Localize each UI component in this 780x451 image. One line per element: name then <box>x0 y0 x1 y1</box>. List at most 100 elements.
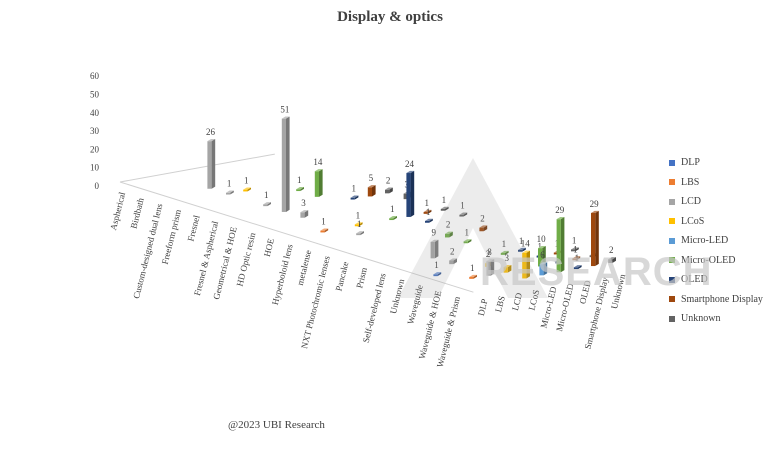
bar-unknown-waveguide-side <box>575 247 579 252</box>
data-label-oled-waveguide: 1 <box>537 242 542 252</box>
data-label-micro-oled-pancake: 2 <box>446 220 451 230</box>
bar-micro-oled-waveguide-hoe-top <box>538 245 546 249</box>
category-label-fresnel: Fresnel <box>186 214 202 243</box>
bar-micro-oled-fresnel-top <box>296 187 304 190</box>
bar-lcd-fresnel-aspherical-top <box>263 202 271 205</box>
data-label-unknown-hyperboloid-lens: 1 <box>442 195 447 205</box>
legend-item-unknown: Unknown <box>669 313 720 324</box>
category-label-birdbath: Birdbath <box>129 196 146 229</box>
bar-micro-oled-prism <box>463 241 468 244</box>
bar-micro-oled-waveguide-prism-side <box>560 217 565 273</box>
bar-oled-hyperboloid-lens-side <box>410 170 415 217</box>
data-label-lcos-freeform-prism: 1 <box>244 175 249 185</box>
legend-item-micro-oled: Micro-OLED <box>669 255 735 266</box>
bar-lcos-freeform-prism-side <box>247 187 251 192</box>
data-label-unknown-waveguide-prism: 2 <box>609 245 614 255</box>
watermark-text: RESEARCH <box>480 250 713 294</box>
bar-micro-oled-fresnel-aspherical-top <box>314 169 323 172</box>
category-label-metalense: metalense <box>295 249 313 286</box>
bar-oled-metalense-top <box>425 218 433 221</box>
data-label-micro-led-waveguide-prism: 6 <box>540 250 545 260</box>
bar-micro-led-waveguide-prism <box>539 264 544 276</box>
data-label-lcd-custom-designed-dual-lens: 26 <box>206 127 216 137</box>
bar-unknown-geometrical-hoe-top <box>385 187 393 190</box>
bar-unknown-waveguide-prism-side <box>612 257 616 263</box>
legend-item-lcd: LCD <box>669 196 701 207</box>
bar-smartphone-display-pancake-side <box>483 225 488 232</box>
legend-label: Unknown <box>681 313 721 324</box>
data-label-oled-waveguide-prism: 1 <box>575 253 580 263</box>
bar-micro-oled-fresnel-side <box>300 187 304 192</box>
bar-micro-oled-hyperboloid-lens-side <box>393 216 397 221</box>
data-label-oled-geometrical-hoe: 1 <box>351 184 356 194</box>
bar-oled-waveguide-prism-side <box>578 265 582 270</box>
bar-lbs-waveguide-hoe-top <box>469 274 477 278</box>
data-label-lcd-geometrical-hoe: 51 <box>280 104 289 114</box>
bar-lcd-waveguide-hoe-side <box>490 258 495 276</box>
data-label-unknown-waveguide: 1 <box>572 235 577 245</box>
copyright-text: @2023 UBI Research <box>228 419 325 431</box>
bar-oled-waveguide-prism-top <box>573 265 582 268</box>
legend-swatch <box>669 159 675 166</box>
bar-unknown-waveguide <box>571 249 576 252</box>
bar-lcd-self-developed-lens-top <box>430 239 439 242</box>
bar-lcd-metalense-side <box>360 231 364 236</box>
bar-lcd-geometrical-hoe-top <box>281 116 290 119</box>
bar-smartphone-display-waveguide <box>553 252 558 255</box>
data-label-micro-oled-waveguide-hoe: 10 <box>537 234 547 244</box>
legend-swatch <box>669 276 675 283</box>
category-label-hyperboloid-lens: Hyperboloid lens <box>270 243 295 306</box>
bar-micro-oled-prism-side <box>467 239 472 244</box>
data-label-smartphone-display-waveguide-prism: 29 <box>590 199 600 209</box>
legend-item-dlp: DLP <box>669 157 700 168</box>
bar-smartphone-display-hyperboloid-lens-top <box>423 209 432 213</box>
legend-label: OLED <box>681 274 708 285</box>
bar-oled-waveguide-prism <box>573 267 578 270</box>
bar-dlp-waveguide <box>433 274 438 277</box>
data-label-micro-oled-unknown: 1 <box>502 239 507 249</box>
data-label-lcd-fresnel-aspherical: 1 <box>264 190 269 200</box>
bar-lbs-hyperboloid-lens-top <box>320 228 329 231</box>
bar-smartphone-display-waveguide-hoe <box>572 258 577 261</box>
category-label-hoe: HOE <box>262 237 276 258</box>
bar-micro-oled-fresnel-aspherical <box>314 171 319 197</box>
bar-lcd-waveguide-hoe-top <box>486 258 495 262</box>
bar-lcd-custom-designed-dual-lens-top <box>207 139 216 142</box>
legend-label: DLP <box>681 157 700 168</box>
legend-label: Micro-OLED <box>681 254 736 266</box>
bar-lbs-waveguide-hoe-side <box>473 274 477 279</box>
bar-lcos-hyperboloid-lens-top <box>354 222 363 225</box>
bar-micro-oled-pancake-top <box>445 231 453 234</box>
category-label-aspherical: Aspherical <box>108 190 127 231</box>
bar-unknown-geometrical-hoe <box>385 189 390 194</box>
bar-lcos-hyperboloid-lens-side <box>359 222 363 227</box>
data-label-lcd-freeform-prism: 1 <box>227 179 232 189</box>
data-label-lcos-hyperboloid-lens: 1 <box>356 210 361 220</box>
data-label-micro-oled-waveguide-prism: 29 <box>555 205 565 215</box>
bar-lbs-waveguide-hoe <box>469 277 474 279</box>
legend-item-oled: OLED <box>669 274 708 285</box>
bar-micro-oled-fresnel-aspherical-side <box>319 169 323 197</box>
series-axis-label-lcd: LCD <box>510 291 524 311</box>
value-axis-tick-label: 0 <box>95 181 100 191</box>
bar-oled-hyperboloid-lens <box>406 173 411 217</box>
data-label-micro-oled-fresnel-aspherical: 14 <box>313 157 323 167</box>
value-axis-tick-label: 20 <box>90 144 100 154</box>
bar-lcd-unknown-top <box>449 258 457 261</box>
bar-lcd-hd-optic-resin-top <box>300 210 309 213</box>
data-label-lcd-waveguide-hoe: 8 <box>487 247 492 257</box>
bar-unknown-waveguide-prism <box>608 259 613 263</box>
bar-lcd-geometrical-hoe-side <box>286 116 290 212</box>
category-label-freeform-prism: Freeform prism <box>160 208 183 265</box>
bar-lcd-custom-designed-dual-lens <box>207 141 212 189</box>
bar-smartphone-display-waveguide-hoe-side <box>576 256 581 261</box>
bar-lbs-hyperboloid-lens <box>320 230 325 233</box>
legend-swatch <box>669 218 675 224</box>
bar-dlp-waveguide-top <box>433 272 442 275</box>
data-label-lcos-waveguide: 2 <box>486 249 491 259</box>
category-axis-line <box>119 181 474 293</box>
bar-oled-unknown <box>518 249 523 252</box>
bar-lcos-waveguide-prism-side <box>526 250 530 279</box>
bar-lcos-hyperboloid-lens <box>354 224 359 227</box>
